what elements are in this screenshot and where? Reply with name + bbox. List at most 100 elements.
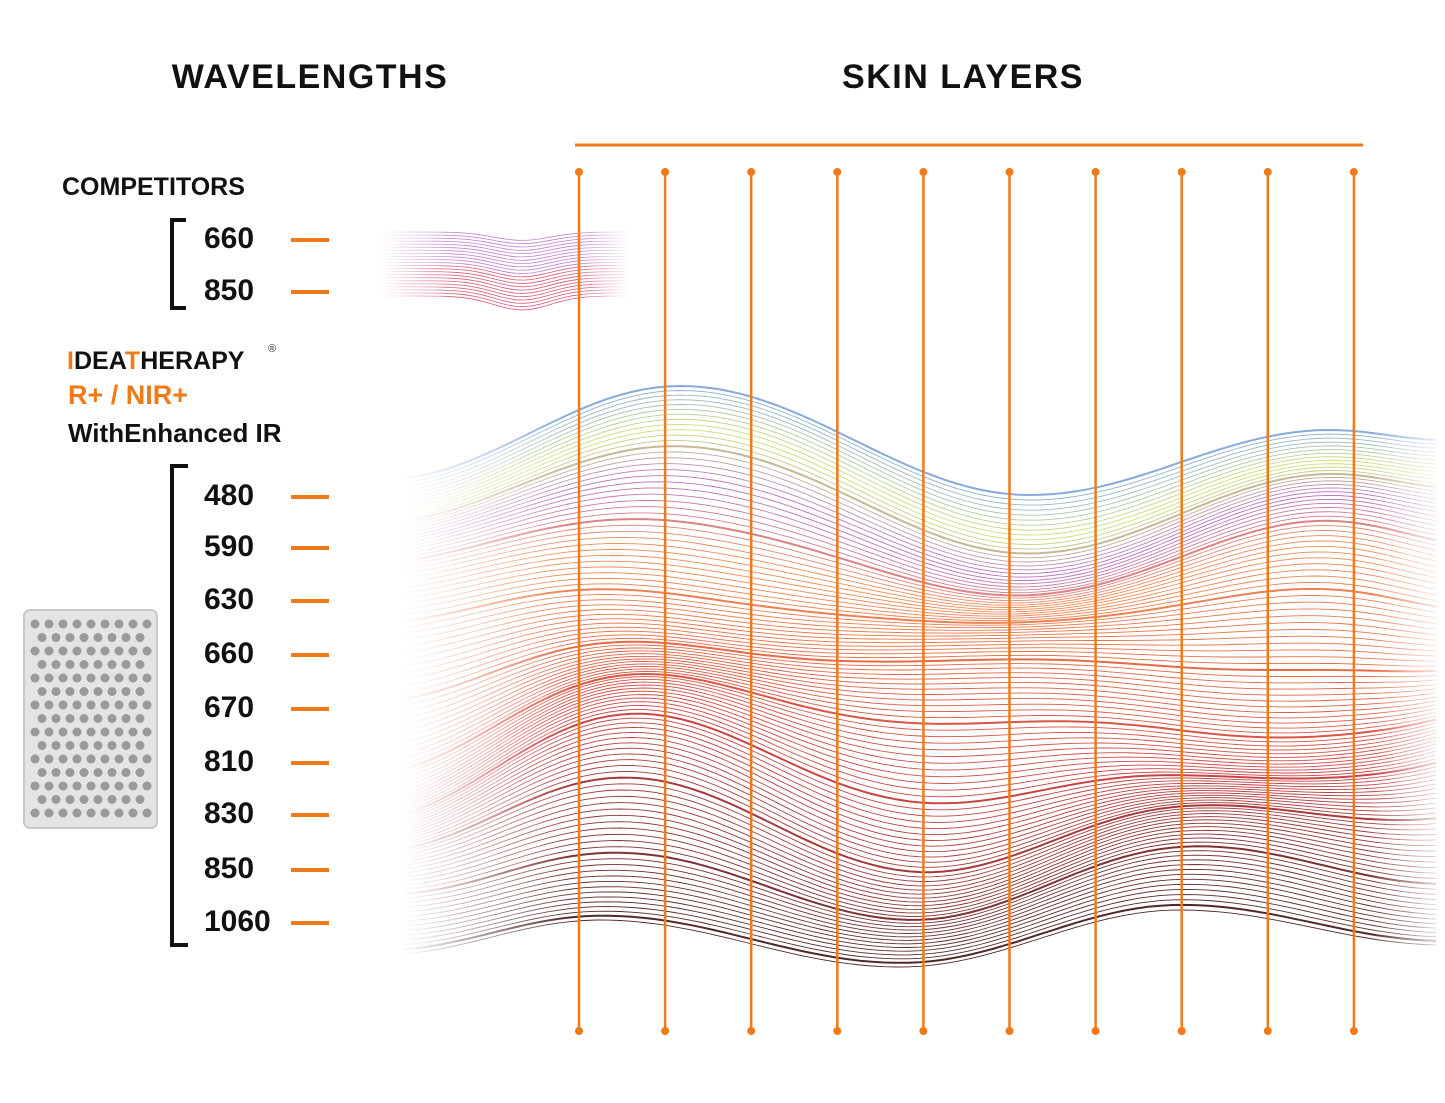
device-hole [30, 754, 40, 764]
device-hole [51, 795, 61, 804]
device-hole [79, 714, 89, 723]
device-hole [58, 727, 68, 737]
wave-line [379, 637, 1437, 695]
device-hole [121, 633, 131, 642]
wave-line [379, 644, 1437, 709]
device-hole [51, 660, 61, 669]
wave-line [380, 262, 628, 274]
wave-line [379, 909, 1437, 968]
device-hole [37, 795, 47, 804]
wave-line [379, 684, 1437, 792]
wave-line [379, 399, 1437, 511]
device-hole [142, 646, 152, 656]
device-hole [44, 700, 54, 710]
wave-line [379, 868, 1437, 938]
device-hole [51, 741, 61, 750]
wave-line [379, 726, 1437, 828]
device-hole [72, 808, 82, 818]
device-hole [114, 619, 124, 629]
layer-dot [575, 168, 583, 176]
device-hole [44, 808, 54, 818]
device-hole [128, 727, 138, 737]
wave-line [380, 274, 628, 288]
device-hole [121, 741, 131, 750]
wave-line [379, 663, 1437, 753]
wavelength-value: 850 [204, 274, 254, 307]
wavelength-value: 670 [204, 691, 254, 724]
wave-line [379, 408, 1437, 521]
wave-line [379, 759, 1437, 858]
device-hole [30, 808, 40, 818]
wave-line [379, 599, 1437, 636]
device-hole [100, 673, 110, 683]
device-hole [86, 781, 96, 791]
wave-line [379, 594, 1437, 630]
device-hole [107, 633, 117, 642]
left-title: WAVELENGTHS [172, 58, 449, 96]
device-hole [100, 754, 110, 764]
device-hole [142, 673, 152, 683]
device-hole [114, 781, 124, 791]
device-hole [135, 741, 145, 750]
device-hole [79, 795, 89, 804]
wave-line [379, 878, 1437, 945]
device-hole [86, 673, 96, 683]
wave-line [379, 753, 1437, 853]
device-hole [44, 619, 54, 629]
wave-line [379, 668, 1437, 764]
wave-line [379, 678, 1437, 783]
wave-line [380, 271, 628, 284]
layer-dot [747, 168, 756, 176]
wave-line [379, 670, 1437, 769]
wave-line [379, 440, 1437, 550]
wave-line [379, 404, 1437, 516]
wave-line [379, 469, 1437, 571]
right-title: SKIN LAYERS [842, 58, 1084, 96]
layer-dot [1005, 168, 1014, 176]
layer-dot [1091, 1027, 1100, 1035]
wave-line [379, 530, 1437, 602]
device-hole [100, 619, 110, 629]
wave-line [380, 243, 628, 255]
layer-dot [1005, 1027, 1014, 1035]
device-hole [65, 687, 75, 696]
wave-line [379, 613, 1437, 655]
wave-line [379, 445, 1437, 555]
wave-line [380, 283, 628, 298]
device-hole [121, 660, 131, 669]
wave-line [379, 859, 1437, 931]
wave-line [379, 655, 1437, 735]
device-hole [79, 768, 89, 777]
device-hole [72, 673, 82, 683]
wave-line [379, 873, 1437, 941]
wave-line [379, 795, 1437, 887]
wave-field [379, 384, 1437, 968]
wave-line [380, 289, 628, 304]
device-hole [58, 619, 68, 629]
wave-line [379, 821, 1437, 903]
bracket [170, 464, 188, 947]
wavelength-value: 830 [204, 797, 254, 830]
device-hole [142, 781, 152, 791]
wave-line [380, 899, 1437, 960]
wave-line [379, 697, 1437, 807]
layer-dot [1177, 1027, 1186, 1035]
wave-line [379, 499, 1437, 588]
wave-line [379, 783, 1437, 878]
device-hole [58, 754, 68, 764]
device-hole [128, 808, 138, 818]
device-hole [44, 754, 54, 764]
wave-line [380, 265, 629, 278]
device-hole [86, 646, 96, 656]
device-hole [51, 714, 61, 723]
device-hole [107, 768, 117, 777]
product-name: R+ / NIR+ [68, 380, 188, 410]
wave-line [379, 575, 1437, 619]
device-hole [65, 768, 75, 777]
wave-line [379, 888, 1437, 952]
wave-line [379, 903, 1437, 964]
layer-dot [1349, 1027, 1358, 1035]
device-hole [58, 700, 68, 710]
wave-line [379, 451, 1437, 559]
device-hole [128, 781, 138, 791]
